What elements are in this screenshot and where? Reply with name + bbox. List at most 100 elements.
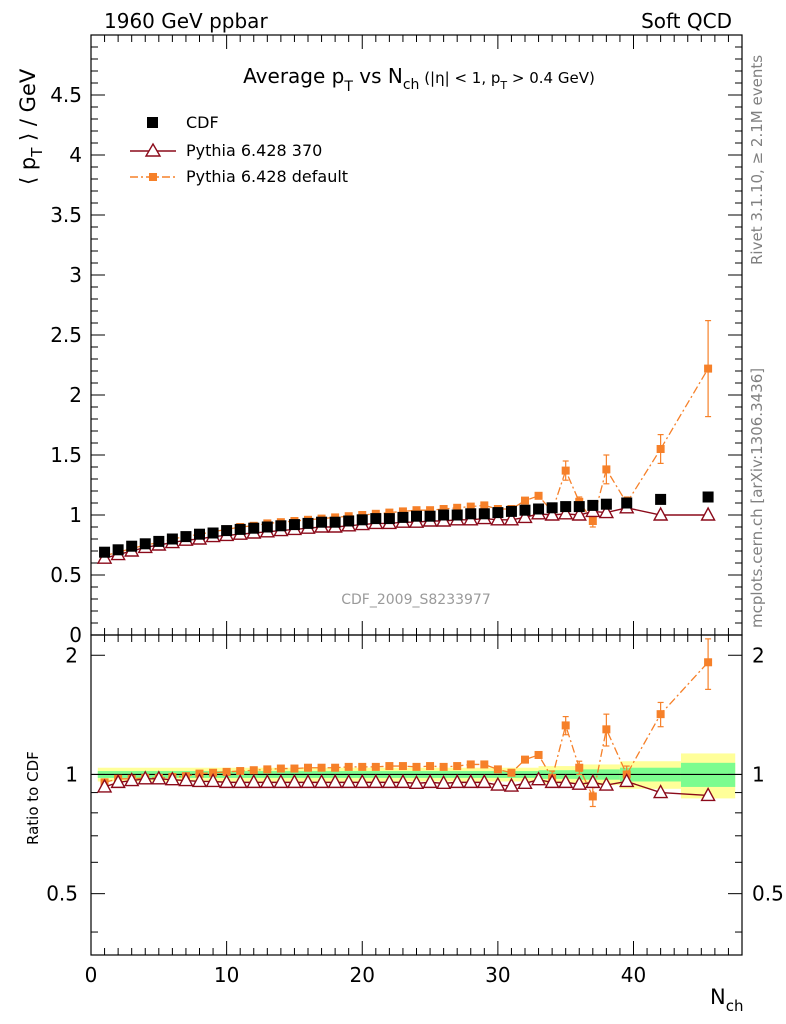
legend-pythia-default-marker [149,173,157,181]
top-cdf-point [587,499,599,511]
ratio-pythia-default-point [588,792,597,801]
top-pythia370-point [558,505,574,520]
top-pythia370-point [652,506,669,521]
top-cdf-point [533,503,545,515]
top-pythia-default-point [534,491,543,500]
ratio-panel-frame [90,634,743,956]
top-pythia370-point [503,511,520,526]
ratio-pythia-default-point [358,762,367,771]
legend-pythia370-marker [144,142,162,157]
ratio-y-tick-label: 1 [65,762,78,786]
top-cdf-point [424,510,436,522]
ratio-pythia370-point [178,772,194,787]
axis-tick-labels: 0 10 20 30 40 0 0.5 1 1.5 2 2.5 3 3.5 4 4.5 0.5 0.5 1 1 2 2 [46,83,784,987]
top-pythia-default-point [588,517,597,525]
top-pythia370-point [598,504,615,519]
ratio-pythia370-point [341,773,357,789]
ratio-pythia-default-point [466,760,475,769]
ratio-pythia-default-point [398,762,407,771]
ratio-pythia370-point [246,773,262,789]
top-pythia-default-point [521,496,529,505]
ratio-pythia-default-point [561,721,570,730]
top-y-tick-label: 1.5 [50,443,82,467]
ratio-pythia-default-point [209,768,218,777]
top-pythia-default-point [453,503,462,512]
top-y-tick-label: 3.5 [50,203,82,227]
top-cdf-point [546,502,558,514]
ratio-pythia-default-point [480,760,489,769]
ratio-pythia-default-point [412,762,421,771]
header-left: 1960 GeV ppbar [104,9,268,33]
top-pythia370-point [544,506,560,521]
top-cdf-point [153,535,165,547]
ratio-pythia-default-point [276,764,285,773]
header-right: Soft QCD [641,9,732,33]
ratio-pythia370-point [652,784,669,799]
top-cdf-point [139,538,151,550]
top-y-tick-label: 2 [69,383,82,407]
top-cdf-point [505,505,517,517]
ratio-pythia370-point [354,773,370,789]
top-pythia-default-point [466,502,475,511]
ratio-pythia370-point [449,773,465,789]
top-cdf-point [383,513,395,525]
ratio-pythia-default-point [222,767,231,776]
ratio-pythia370-point [381,773,398,789]
ratio-pythia-default-point [263,765,272,774]
ratio-pythia-default-point [534,750,543,759]
ratio-pythia370-point [124,772,140,787]
top-pythia370-point [571,506,587,521]
top-cdf-point [329,516,341,528]
top-cdf-point [234,523,246,535]
top-cdf-point [248,522,260,534]
top-cdf-point [302,517,314,529]
x-axis-title: Nch [710,985,743,1015]
top-pythia-default-point [561,466,570,475]
top-cdf-point [166,533,178,545]
top-cdf-point [451,509,463,521]
ratio-pythia370-point [435,774,452,789]
ratio-pythia370-point [490,776,506,791]
top-cdf-point [600,498,612,510]
top-cdf-point [438,509,450,521]
top-pythia-default-point [656,445,665,453]
ratio-pythia-default-point [602,725,611,734]
ratio-pythia370-point [476,773,492,789]
ratio-pythia370-point [571,775,587,790]
top-pythia-default-point [480,501,489,510]
ratio-pythia-default-point [426,762,435,771]
ratio-pythia370-point [544,773,560,789]
ratio-pythia-default-point [507,768,516,777]
ratio-pythia370-point [205,773,221,788]
ratio-pythia370-point [164,771,181,786]
ratio-y-tick-label: 2 [65,643,78,667]
top-cdf-point [573,501,585,513]
ratio-pythia370-point [517,774,533,789]
ratio-pythia370-point [395,773,411,789]
legend: CDF Pythia 6.428 370 Pythia 6.428 defaul… [130,113,348,186]
ratio-pythia370-point [368,773,384,789]
legend-pythia-default-label: Pythia 6.428 default [186,167,348,186]
chart-title: Average pT vs Nch (|η| < 1, pT > 0.4 GeV… [243,64,595,95]
ratio-pythia370-point [558,773,574,789]
ratio-pythia-default-point [236,767,245,776]
x-tick-label: 10 [214,963,239,987]
top-y-tick-label: 0 [69,623,82,647]
top-cdf-point [221,525,233,537]
analysis-watermark: CDF_2009_S8233977 [341,592,490,608]
ratio-y-axis-title: Ratio to CDF [24,751,42,845]
top-cdf-point [702,491,714,503]
x-tick-label: 20 [350,963,375,987]
top-cdf-point [112,544,124,556]
top-cdf-point [478,508,490,520]
ratio-y-tick-label: 0.5 [46,882,78,906]
ratio-pythia370-point [300,773,316,789]
ratio-pythia370-point [313,773,330,789]
axis-ticks [90,34,743,955]
top-pythia-default-point [398,507,407,516]
top-cdf-point [370,513,382,525]
top-pythia370-point [700,506,716,521]
ratio-pythia-default-point [371,762,380,771]
ratio-pythia370-point [619,773,635,788]
